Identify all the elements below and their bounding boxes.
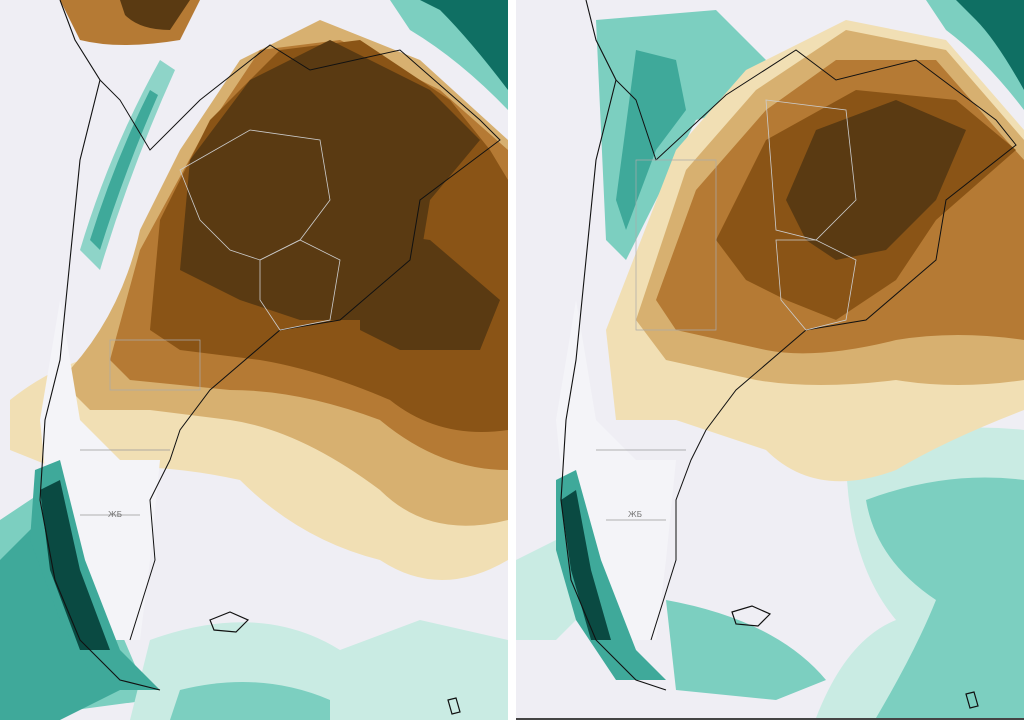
map-panel-right: ЖБ: [516, 0, 1024, 720]
panel-divider: [508, 0, 516, 720]
anomaly-map-right: [516, 0, 1024, 718]
map-panel-left: ЖБ: [0, 0, 508, 720]
map-marker-label: ЖБ: [628, 510, 643, 519]
map-marker-label: ЖБ: [108, 510, 123, 519]
anomaly-map-left: [0, 0, 508, 720]
